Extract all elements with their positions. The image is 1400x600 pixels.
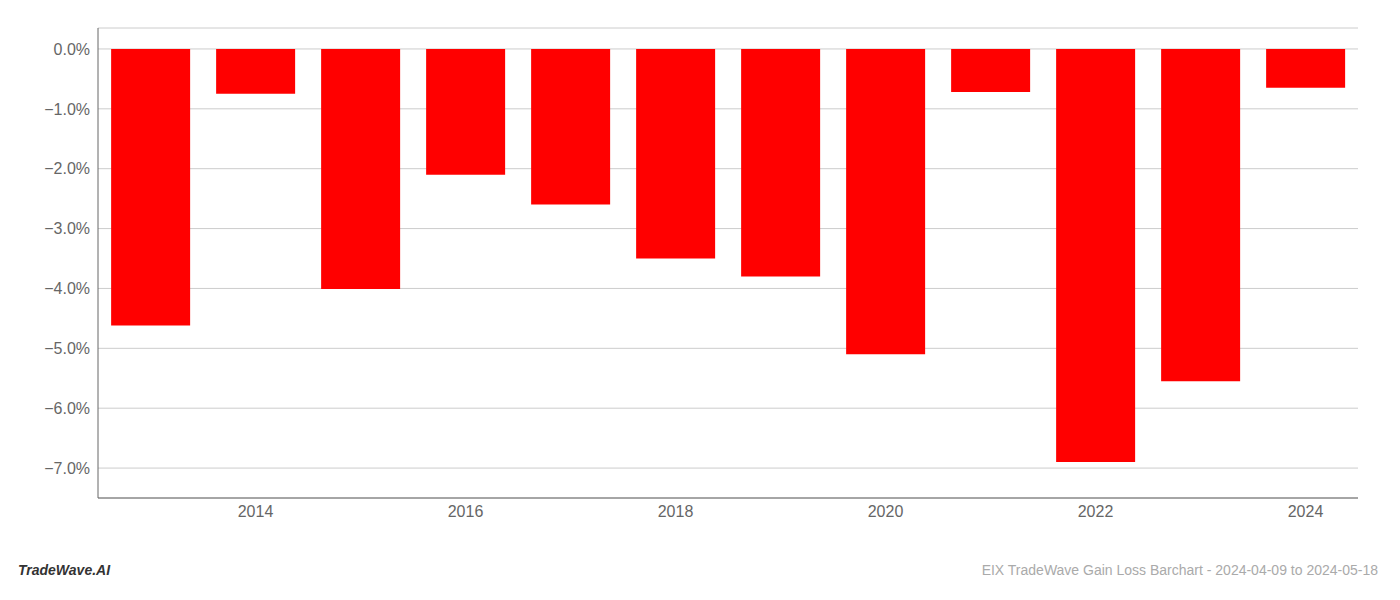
svg-text:0.0%: 0.0% [54, 41, 90, 58]
svg-text:−2.0%: −2.0% [44, 160, 90, 177]
svg-text:2014: 2014 [238, 503, 274, 520]
svg-text:−4.0%: −4.0% [44, 280, 90, 297]
svg-text:2018: 2018 [658, 503, 694, 520]
svg-text:−3.0%: −3.0% [44, 220, 90, 237]
svg-text:2024: 2024 [1288, 503, 1324, 520]
svg-text:2016: 2016 [448, 503, 484, 520]
svg-text:−6.0%: −6.0% [44, 400, 90, 417]
svg-text:−7.0%: −7.0% [44, 460, 90, 477]
html-text:EIX TradeWave Gain Loss Barcha: EIX TradeWave Gain Loss Barchart - 2024-… [981, 562, 1378, 578]
html-text:TradeWave.AI: TradeWave.AI [18, 562, 111, 578]
svg-text:−5.0%: −5.0% [44, 340, 90, 357]
svg-text:−1.0%: −1.0% [44, 101, 90, 118]
svg-text:2020: 2020 [868, 503, 904, 520]
svg-text:2022: 2022 [1078, 503, 1114, 520]
